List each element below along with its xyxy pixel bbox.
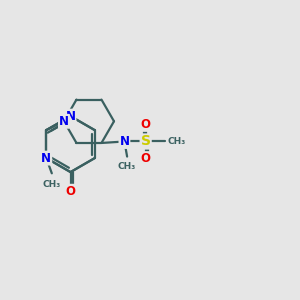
- Text: N: N: [119, 135, 130, 148]
- Text: N: N: [41, 152, 51, 165]
- Text: O: O: [141, 152, 151, 165]
- Text: S: S: [141, 134, 151, 148]
- Text: O: O: [141, 118, 151, 131]
- Text: N: N: [65, 110, 76, 123]
- Text: O: O: [65, 185, 76, 198]
- Text: CH₃: CH₃: [118, 162, 136, 171]
- Text: CH₃: CH₃: [43, 180, 61, 189]
- Text: CH₃: CH₃: [168, 137, 186, 146]
- Text: N: N: [59, 115, 69, 128]
